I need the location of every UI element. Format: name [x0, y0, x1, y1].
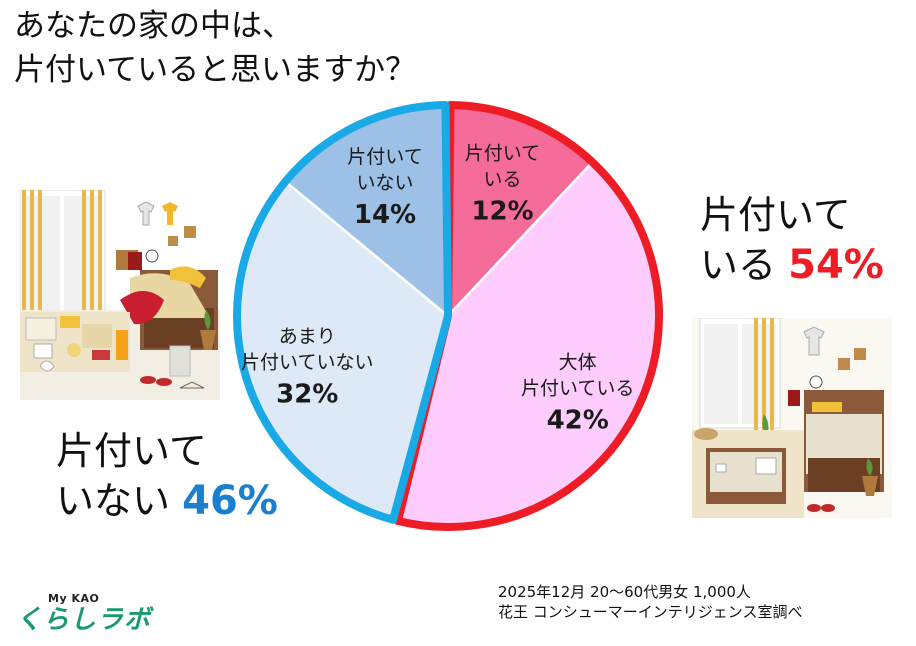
- summary-untidy-line2: いない 46%: [56, 476, 278, 526]
- credit-line-1: 2025年12月 20～60代男女 1,000人: [498, 583, 751, 601]
- group-ring-untidy: [233, 101, 452, 524]
- slice-label-2-line-1: 片付いていない: [241, 352, 373, 374]
- messy-room-illustration: [20, 190, 220, 400]
- kurashi-lab-logo: My KAO くらしラボ: [16, 592, 151, 635]
- slice-label-0-line-1: いる: [483, 168, 521, 190]
- slice-label-3-line-0: 片付いて: [347, 146, 422, 168]
- summary-tidy-pct: 54%: [788, 242, 884, 288]
- summary-untidy-pct: 46%: [182, 478, 278, 524]
- slice-value-label-1: 42%: [547, 405, 609, 435]
- slice-label-1-line-1: 片付いている: [521, 377, 634, 399]
- summary-tidy-line2: いる 54%: [700, 240, 884, 290]
- slice-label-1-line-0: 大体: [559, 351, 597, 373]
- slice-label-0-line-0: 片付いて: [465, 142, 540, 164]
- summary-tidy-line1: 片付いて: [700, 193, 851, 237]
- title-line-2: 片付いていると思いますか？: [14, 52, 417, 88]
- chart-title: あなたの家の中は、 片付いていると思いますか？: [14, 4, 416, 92]
- slice-label-2-line-0: あまり: [279, 326, 336, 348]
- slice-value-label-3: 14%: [354, 200, 416, 230]
- logo-small-text: My KAO: [48, 592, 100, 605]
- slice-label-3-line-1: いない: [356, 172, 413, 194]
- summary-untidy: 片付いて いない 46%: [56, 426, 278, 526]
- tidy-room-illustration: [692, 318, 892, 518]
- credit-line-2: 花王 コンシューマーインテリジェンス室調べ: [498, 603, 803, 621]
- title-line-1: あなたの家の中は、: [14, 8, 293, 44]
- logo-big-text: くらしラボ: [16, 605, 152, 635]
- survey-credit: 2025年12月 20～60代男女 1,000人 花王 コンシューマーインテリジ…: [498, 582, 802, 622]
- slice-value-label-0: 12%: [471, 196, 533, 226]
- summary-tidy-text: いる: [700, 243, 777, 287]
- summary-untidy-text: いない: [56, 479, 171, 523]
- summary-untidy-line1: 片付いて: [56, 429, 207, 473]
- group-ring-tidy: [393, 101, 663, 531]
- summary-tidy: 片付いて いる 54%: [700, 190, 884, 290]
- slice-value-label-2: 32%: [276, 380, 338, 410]
